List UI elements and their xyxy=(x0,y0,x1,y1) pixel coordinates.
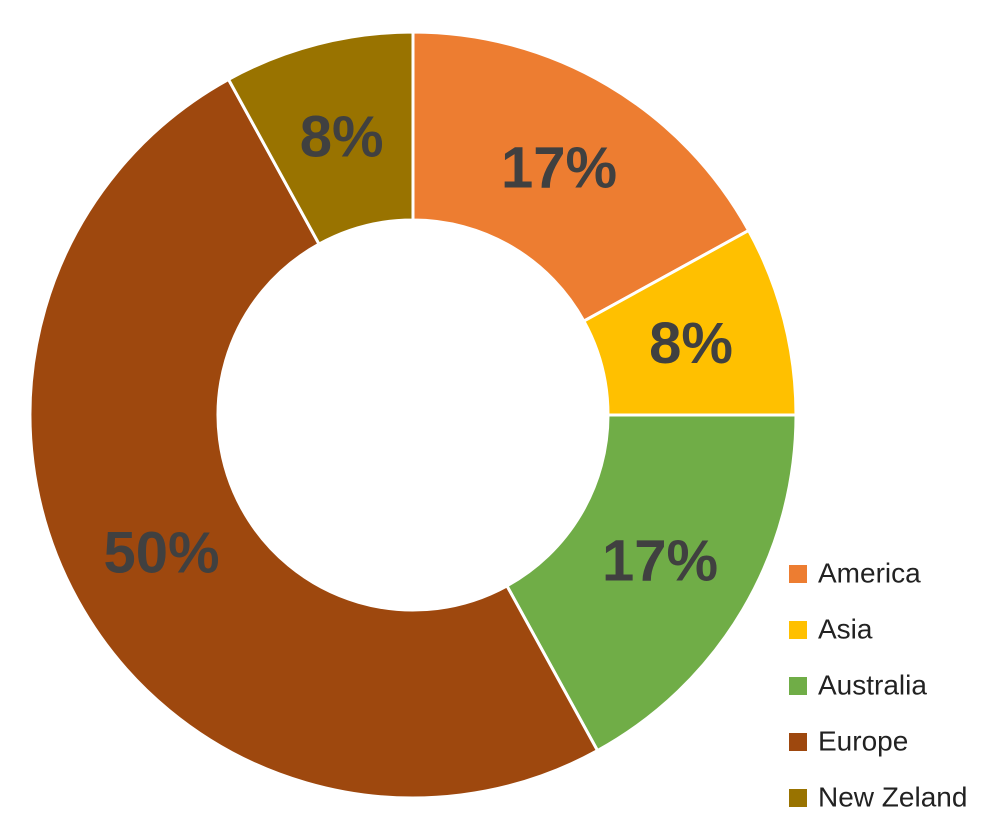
legend-swatch xyxy=(789,621,807,639)
legend-label: Australia xyxy=(818,669,927,700)
value-label: 8% xyxy=(300,104,384,169)
slice xyxy=(28,77,600,800)
legend-label: America xyxy=(818,557,921,588)
value-label: 17% xyxy=(501,135,617,200)
slice xyxy=(504,413,798,753)
legend-swatch xyxy=(789,677,807,695)
value-label: 50% xyxy=(103,521,219,586)
legend-swatch xyxy=(789,733,807,751)
legend-label: Europe xyxy=(818,725,908,756)
slice xyxy=(226,30,415,247)
legend-swatch xyxy=(789,565,807,583)
legend-swatch xyxy=(789,789,807,807)
value-label: 8% xyxy=(649,311,733,376)
value-label: 17% xyxy=(602,528,718,593)
slice xyxy=(411,30,751,324)
legend-label: Asia xyxy=(818,613,873,644)
legend-label: New Zeland xyxy=(818,781,967,812)
